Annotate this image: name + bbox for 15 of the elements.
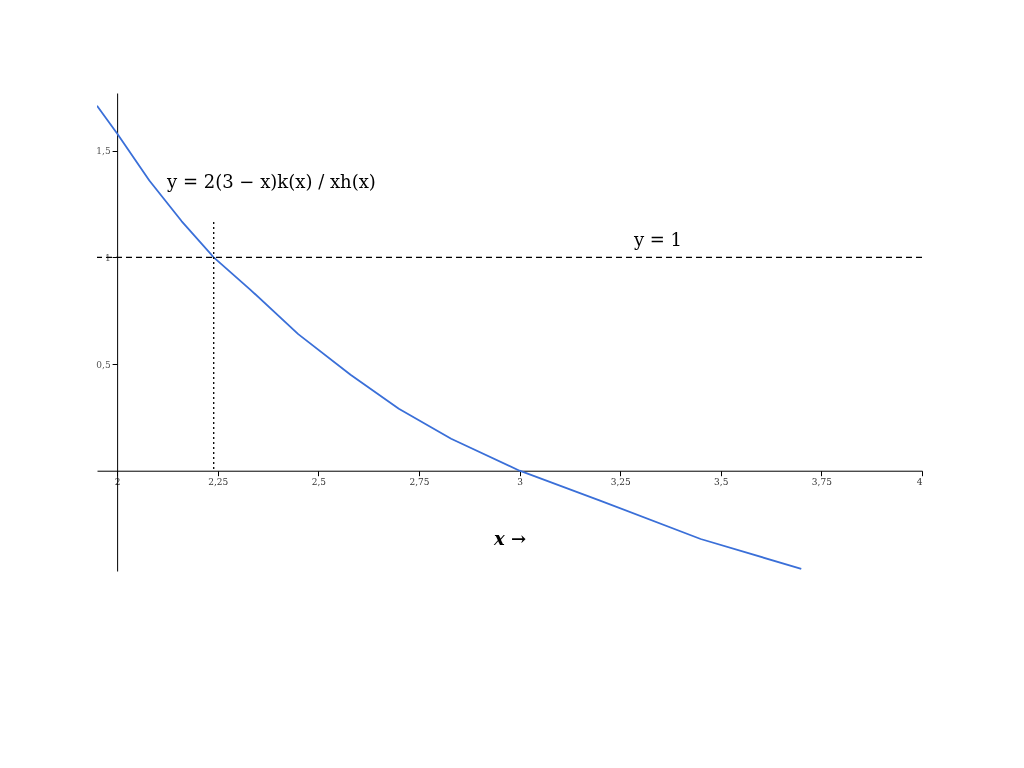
- x-tick-label: 3,5: [714, 477, 729, 488]
- y-tick-label: 1,5: [96, 146, 111, 157]
- x-axis-title: x →: [492, 528, 527, 550]
- x-tick-label: 2,75: [409, 477, 430, 488]
- x-tick-label: 2,25: [208, 477, 229, 488]
- x-tick-label: 3,75: [811, 477, 833, 488]
- y-tick-label: 0,5: [96, 359, 111, 370]
- ref-line-label: y = 1: [632, 229, 683, 251]
- x-tick-label: 3,25: [610, 477, 631, 488]
- x-tick-label: 4: [916, 477, 923, 488]
- annotation: y = 2(3 − x)k(x) / xh(x): [166, 171, 376, 192]
- x-tick-label: 2: [114, 477, 121, 488]
- x-tick-label: 3: [517, 477, 524, 488]
- line-series: [97, 104, 803, 570]
- x-tick-label: 2,5: [311, 477, 327, 488]
